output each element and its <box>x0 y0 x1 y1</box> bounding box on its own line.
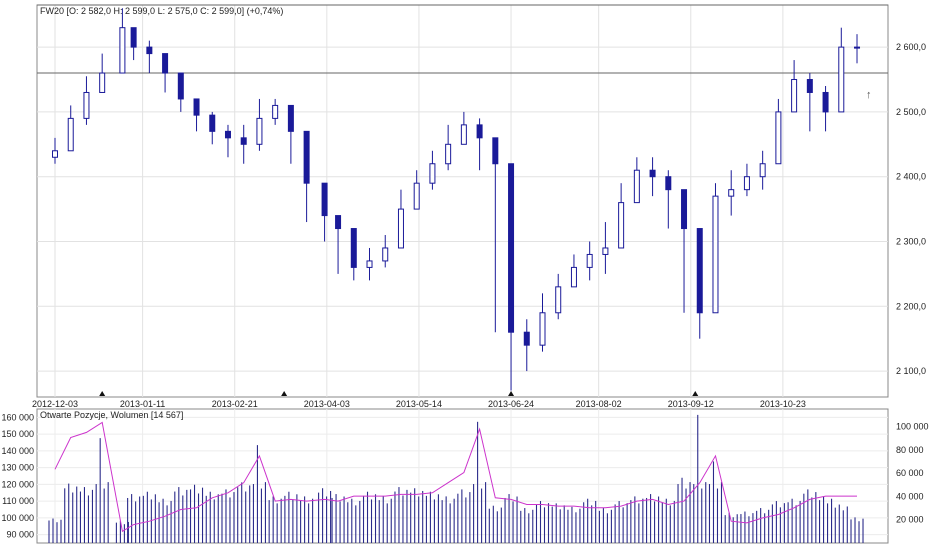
volume-right-tick-label: 40 000 <box>896 491 924 501</box>
volume-panel: 90 000 100 000 110 000 120 000 130 000 140 00… <box>1 408 929 544</box>
candle-body <box>321 182 328 217</box>
candle-body <box>429 163 436 184</box>
price-y-tick-label: 2 200,0 <box>896 301 926 311</box>
candle-body <box>460 124 467 145</box>
candle-body <box>99 72 106 93</box>
candle-body <box>83 91 90 119</box>
candle-body <box>775 111 782 165</box>
candle-body <box>822 91 829 113</box>
volume-right-tick-labels: 20 000 40 000 60 000 80 000 100 000 <box>896 421 929 524</box>
candle-body <box>445 143 452 165</box>
candle-body <box>303 130 310 184</box>
price-x-markers <box>99 391 699 396</box>
candle-body <box>633 169 640 204</box>
x-axis-marker-icon <box>508 391 515 396</box>
volume-left-tick-label: 90 000 <box>6 530 34 540</box>
volume-right-tick-label: 100 000 <box>896 421 929 431</box>
price-x-tick-label: 2013-08-02 <box>576 399 622 409</box>
candle-body <box>791 79 798 113</box>
price-panel: 2 100,0 2 200,0 2 300,0 2 400,0 2 500,0 2 600… <box>32 4 926 409</box>
candle-body <box>492 137 499 165</box>
candle-body <box>665 176 672 191</box>
candle-body <box>743 176 750 191</box>
volume-left-tick-label: 160 000 <box>1 412 34 422</box>
price-y-tick-labels: 2 100,0 2 200,0 2 300,0 2 400,0 2 500,0 2 600… <box>896 42 926 376</box>
price-x-tick-labels: 2012-12-03 2013-01-11 2013-02-21 2013-04-03… <box>32 399 806 409</box>
volume-left-tick-label: 140 000 <box>1 446 34 456</box>
volume-left-tick-label: 120 000 <box>1 479 34 489</box>
price-y-tick-label: 2 600,0 <box>896 42 926 52</box>
price-x-tick-label: 2013-01-11 <box>120 399 165 409</box>
price-x-tick-label: 2012-12-03 <box>32 399 78 409</box>
price-y-tick-label: 2 100,0 <box>896 366 926 376</box>
volume-left-tick-label: 110 000 <box>2 496 34 506</box>
candle-body <box>177 72 184 100</box>
candle-body <box>119 27 126 74</box>
candle-body <box>806 79 813 93</box>
volume-left-tick-label: 130 000 <box>1 463 34 473</box>
candle-body <box>350 228 357 268</box>
candle-body <box>759 163 766 178</box>
candle-body <box>287 104 294 132</box>
candle-body <box>413 182 420 210</box>
candle-body <box>162 53 169 74</box>
candle-body <box>555 286 562 314</box>
volume-left-tick-label: 100 000 <box>1 513 34 523</box>
volume-left-tick-label: 150 000 <box>1 429 34 439</box>
price-y-tick-label: 2 400,0 <box>896 172 926 182</box>
candle-body <box>67 117 74 152</box>
candle-body <box>728 189 735 197</box>
price-x-tick-label: 2013-10-23 <box>760 399 806 409</box>
candle-body <box>366 260 373 268</box>
candle-body <box>712 195 719 314</box>
price-chart-header: FW20 [O: 2 582,0 H: 2 599,0 L: 2 575,0 C… <box>40 6 283 16</box>
candle-body <box>272 104 279 119</box>
candle-body <box>476 124 483 139</box>
candle-body <box>696 228 703 314</box>
candle-body <box>838 46 845 113</box>
candle-body <box>681 189 688 230</box>
candle-body <box>602 247 609 255</box>
volume-left-tick-labels: 90 000 100 000 110 000 120 000 130 000 140 00… <box>1 412 34 539</box>
candle-body <box>146 46 153 55</box>
volume-right-tick-label: 60 000 <box>896 468 924 478</box>
x-axis-marker-icon <box>281 391 288 396</box>
volume-bars <box>48 414 864 543</box>
x-axis-marker-icon <box>692 391 699 396</box>
volume-right-tick-label: 80 000 <box>896 445 924 455</box>
candle-body <box>854 46 861 49</box>
candle-body <box>52 150 58 158</box>
candle-body <box>256 117 263 145</box>
volume-chart-header: Otwarte Pozycje, Wolumen [14 567] <box>40 410 183 420</box>
candle-body <box>209 114 216 132</box>
price-candles <box>52 8 861 391</box>
candle-body <box>130 27 137 48</box>
volume-right-tick-label: 20 000 <box>896 515 924 525</box>
candle-body <box>240 137 247 145</box>
candle-body <box>508 163 515 333</box>
candle-body <box>523 331 530 346</box>
candle-body <box>618 202 625 249</box>
price-y-tick-label: 2 300,0 <box>896 236 926 246</box>
candle-body <box>224 130 231 139</box>
open-interest-line <box>54 421 857 533</box>
candle-body <box>397 208 404 249</box>
price-plot-area <box>36 4 889 398</box>
price-x-tick-label: 2013-09-12 <box>668 399 714 409</box>
price-x-tick-label: 2013-05-14 <box>396 399 442 409</box>
last-price-arrow-icon: ↑ <box>866 89 872 101</box>
price-x-tick-label: 2013-06-24 <box>488 399 534 409</box>
candle-body <box>649 169 656 178</box>
candle-body <box>570 266 577 288</box>
candle-body <box>335 215 342 230</box>
candle-body <box>539 312 546 346</box>
x-axis-marker-icon <box>99 391 106 396</box>
price-x-tick-label: 2013-04-03 <box>304 399 350 409</box>
candle-body <box>382 247 389 262</box>
candle-body <box>193 98 200 116</box>
candle-body <box>586 253 593 268</box>
price-x-tick-label: 2013-02-21 <box>212 399 258 409</box>
price-y-tick-label: 2 500,0 <box>896 107 926 117</box>
